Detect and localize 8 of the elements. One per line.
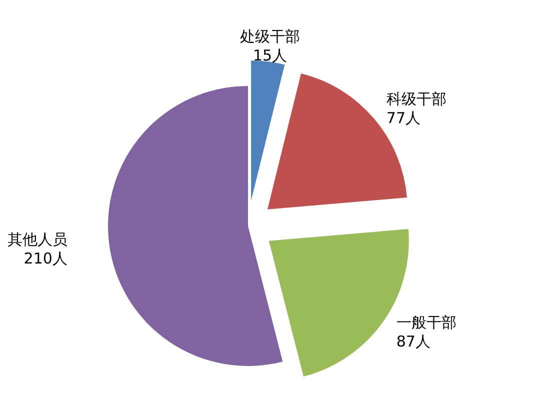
- slice-label: 科级干部: [386, 90, 446, 108]
- data-label: 77人: [386, 108, 421, 127]
- data-label: 15人: [252, 46, 288, 64]
- data-label: 210人: [24, 250, 68, 268]
- data-label: 87人: [396, 332, 430, 350]
- slice-label: 一般干部: [396, 313, 456, 332]
- slice-label: 处级干部: [240, 27, 300, 46]
- slice-label: 其他人员: [7, 230, 68, 249]
